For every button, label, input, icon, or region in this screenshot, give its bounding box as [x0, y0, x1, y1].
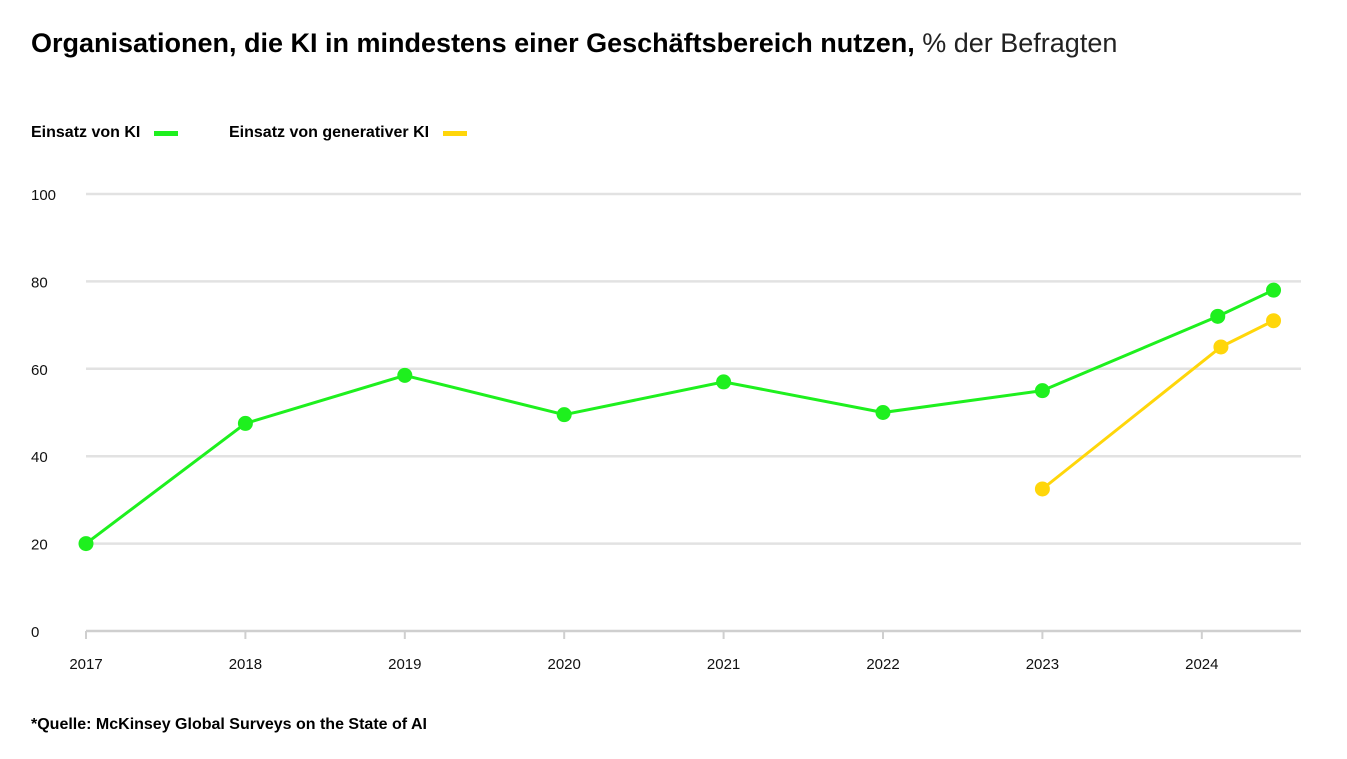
chart-title-main: Organisationen, die KI in mindestens ein… [31, 28, 915, 58]
series-0-point [875, 405, 891, 420]
y-tick-label: 20 [31, 537, 48, 554]
series-0-point [1210, 308, 1226, 324]
x-tick-label: 2021 [707, 656, 740, 673]
x-tick-label: 2022 [866, 656, 899, 673]
series-0-point [78, 536, 94, 552]
legend-label-ki: Einsatz von KI [31, 124, 141, 141]
y-tick-label: 0 [31, 624, 39, 641]
chart-title: Organisationen, die KI in mindestens ein… [31, 28, 1117, 59]
series-0-point [1034, 383, 1050, 399]
series-1-point [1034, 481, 1050, 497]
source-note: *Quelle: McKinsey Global Surveys on the … [31, 716, 427, 733]
y-tick-label: 100 [31, 187, 56, 204]
legend-swatch-ki [154, 130, 179, 136]
y-tick-label: 60 [31, 362, 48, 379]
series-0-point [716, 374, 732, 390]
legend-item-ki: Einsatz von KI [31, 124, 179, 142]
legend-label-generative-ki: Einsatz von generativer KI [229, 124, 430, 141]
x-tick-label: 2024 [1185, 656, 1218, 673]
series-0-point [1266, 282, 1282, 298]
legend-item-generative-ki: Einsatz von generativer KI [229, 124, 468, 142]
series-0-point [237, 415, 253, 431]
x-tick-label: 2020 [548, 656, 581, 673]
line-chart: 0 20 40 60 80 100 2017 2018 2019 2020 2021 2022 2023… [31, 187, 1301, 673]
x-tick-label: 2017 [69, 656, 102, 673]
y-tick-label: 40 [31, 449, 48, 466]
series-0-point [397, 367, 413, 383]
x-tick-label: 2019 [388, 656, 421, 673]
series-1-point [1266, 313, 1282, 329]
legend-swatch-generative-ki [443, 130, 468, 136]
chart-title-unit: % der Befragten [922, 28, 1118, 58]
series-0-point [556, 407, 572, 423]
series-line-1 [1041, 319, 1275, 491]
series-1-point [1213, 339, 1229, 355]
series-line-0 [85, 288, 1275, 545]
y-tick-label: 80 [31, 274, 48, 291]
x-tick-label: 2023 [1026, 656, 1059, 673]
x-tick-label: 2018 [229, 656, 262, 673]
